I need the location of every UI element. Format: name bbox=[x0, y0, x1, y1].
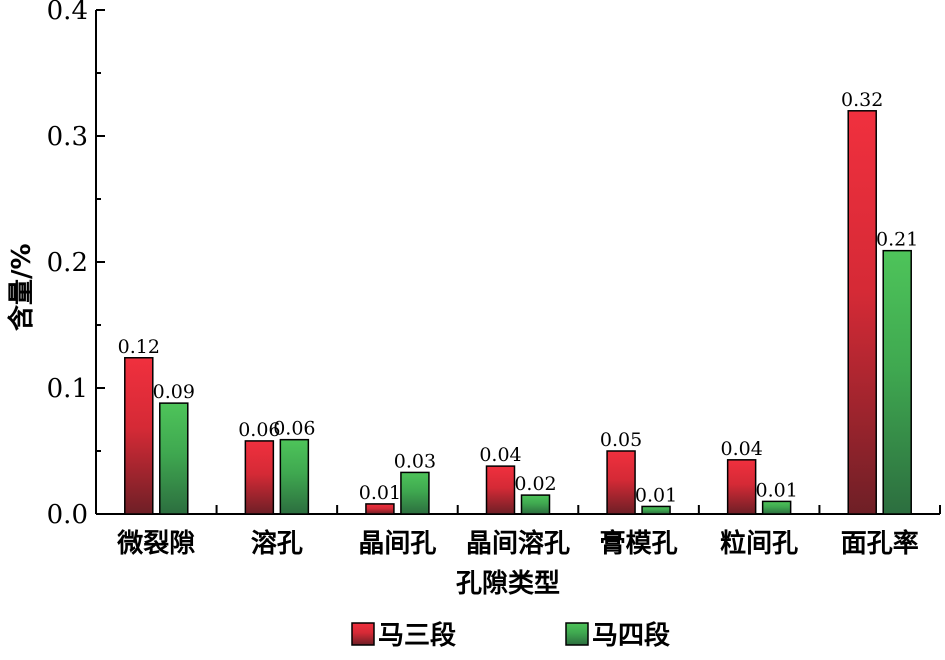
axes: 0.0 0.1 0.2 0.3 0.4 微裂隙 溶孔 晶间孔 晶间溶孔 膏模孔 粒间孔 面孔率孔隙类型… bbox=[6, 0, 941, 599]
x-category-label: 晶间孔 bbox=[358, 529, 436, 559]
bar-value-label: 0.03 bbox=[394, 450, 436, 472]
y-tick-label: 0.4 bbox=[47, 0, 88, 26]
bar-ma3 bbox=[606, 450, 636, 515]
x-axis-title: 孔隙类型 bbox=[456, 569, 560, 599]
bar-ma3 bbox=[365, 503, 395, 515]
x-category-label: 微裂隙 bbox=[116, 528, 195, 559]
bar-value-label: 0.04 bbox=[479, 444, 521, 466]
x-category-label: 晶间溶孔 bbox=[466, 528, 570, 559]
y-tick-label: 0.2 bbox=[47, 248, 88, 278]
x-category-label: 粒间孔 bbox=[720, 528, 798, 559]
bar-value-label: 0.04 bbox=[720, 438, 762, 460]
bar-ma4 bbox=[279, 438, 310, 515]
bar-ma4 bbox=[520, 494, 551, 515]
x-category-label: 膏模孔 bbox=[600, 528, 678, 559]
legend-label: 马三段 bbox=[378, 620, 456, 651]
bar-value-label: 0.06 bbox=[238, 419, 280, 441]
y-tick-label: 0.1 bbox=[47, 374, 88, 404]
x-category-label: 面孔率 bbox=[841, 528, 919, 559]
bar-ma4 bbox=[641, 505, 671, 515]
y-tick-label: 0.0 bbox=[47, 500, 88, 530]
legend-swatch bbox=[565, 622, 589, 646]
bar-ma3 bbox=[244, 440, 275, 515]
bar-value-label: 0.01 bbox=[635, 484, 677, 506]
legend-label: 马四段 bbox=[592, 620, 670, 651]
bar-value-label: 0.12 bbox=[118, 336, 160, 358]
bar-value-label: 0.01 bbox=[359, 482, 401, 504]
x-category-label: 溶孔 bbox=[251, 528, 303, 559]
data-labels: 0.12 0.09 0.060.06 0.01 0.03 0.04 0.02 0.05 0.01… bbox=[118, 89, 919, 507]
bar-ma4 bbox=[159, 402, 189, 515]
bar-value-label: 0.21 bbox=[876, 229, 918, 251]
y-axis-title: 含量/% bbox=[6, 243, 37, 331]
bar-value-label: 0.09 bbox=[153, 381, 195, 403]
bar-value-label: 0.01 bbox=[755, 479, 797, 501]
bar-ma4 bbox=[882, 249, 912, 515]
bar-value-label: 0.06 bbox=[273, 418, 315, 440]
bar-value-label: 0.05 bbox=[600, 429, 642, 451]
bar-ma4 bbox=[400, 471, 430, 515]
bar-value-label: 0.02 bbox=[514, 473, 556, 495]
bar-ma3 bbox=[726, 459, 757, 515]
bar-ma4 bbox=[761, 500, 792, 515]
bars bbox=[124, 110, 912, 515]
bar-ma3 bbox=[847, 110, 877, 515]
bar-value-label: 0.32 bbox=[841, 89, 883, 111]
bar-ma3 bbox=[485, 465, 516, 515]
y-tick-label: 0.3 bbox=[47, 122, 88, 152]
bar-ma3 bbox=[124, 357, 154, 515]
legend: 马三段 马四段 bbox=[351, 620, 670, 651]
legend-swatch bbox=[351, 622, 375, 646]
